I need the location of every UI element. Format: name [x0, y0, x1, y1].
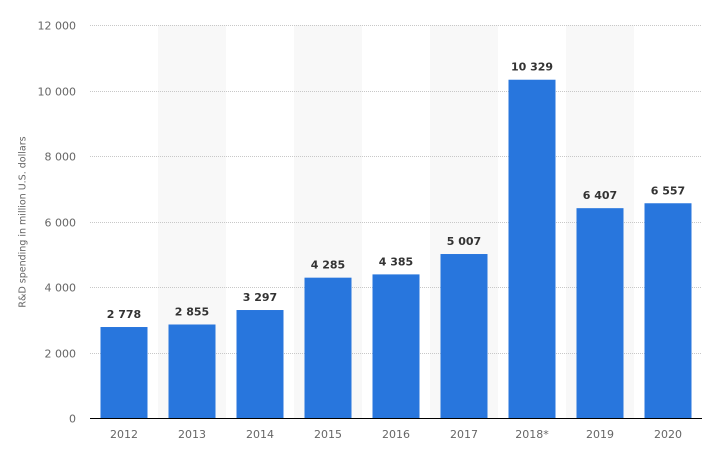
x-axis-ticks: 2012 2013 2014 2015 2016 2017 2018* 2019 2020: [110, 428, 682, 441]
x-tick-label: 2020: [654, 428, 682, 441]
bar-2014: [236, 310, 284, 418]
value-label: 3 297: [243, 291, 277, 304]
x-tick-label: 2015: [314, 428, 342, 441]
y-axis-ticks: 0 2 000 4 000 6 000 8 000 10 000 12 000: [38, 20, 77, 426]
x-tick-label: 2018*: [515, 428, 549, 441]
x-tick-label: 2013: [178, 428, 206, 441]
y-axis-title: R&D spending in million U.S. dollars: [17, 135, 29, 308]
x-tick-label: 2019: [586, 428, 614, 441]
value-labels: 2 778 2 855 3 297 4 285 4 385 5 007 10 329 6 40…: [107, 61, 685, 321]
y-axis-title-wrap: R&D spending in million U.S. dollars: [16, 25, 30, 418]
bar-2020: [644, 203, 692, 418]
value-label: 10 329: [511, 61, 553, 74]
value-label: 5 007: [447, 235, 481, 248]
y-tick-label: 0: [69, 413, 76, 426]
value-label: 4 385: [379, 255, 413, 268]
value-label: 6 557: [651, 184, 685, 197]
x-tick-label: 2017: [450, 428, 478, 441]
x-tick-label: 2016: [382, 428, 410, 441]
bar-2016: [372, 274, 420, 418]
value-label: 2 855: [175, 305, 209, 318]
bar-2015: [304, 277, 352, 418]
value-label: 4 285: [311, 259, 345, 272]
bar-2013: [168, 324, 216, 418]
bar-2012: [100, 327, 148, 418]
y-tick-label: 6 000: [45, 217, 77, 230]
value-label: 2 778: [107, 308, 141, 321]
y-tick-label: 2 000: [45, 348, 77, 361]
bar-2017: [440, 254, 488, 418]
bars: [100, 79, 692, 418]
bar-2018*: [508, 79, 556, 418]
x-tick-label: 2014: [246, 428, 274, 441]
y-tick-label: 8 000: [45, 151, 77, 164]
y-tick-label: 4 000: [45, 282, 77, 295]
y-tick-label: 10 000: [38, 86, 77, 99]
bar-2019: [576, 208, 624, 418]
value-label: 6 407: [583, 189, 617, 202]
y-tick-label: 12 000: [38, 20, 77, 33]
x-tick-label: 2012: [110, 428, 138, 441]
